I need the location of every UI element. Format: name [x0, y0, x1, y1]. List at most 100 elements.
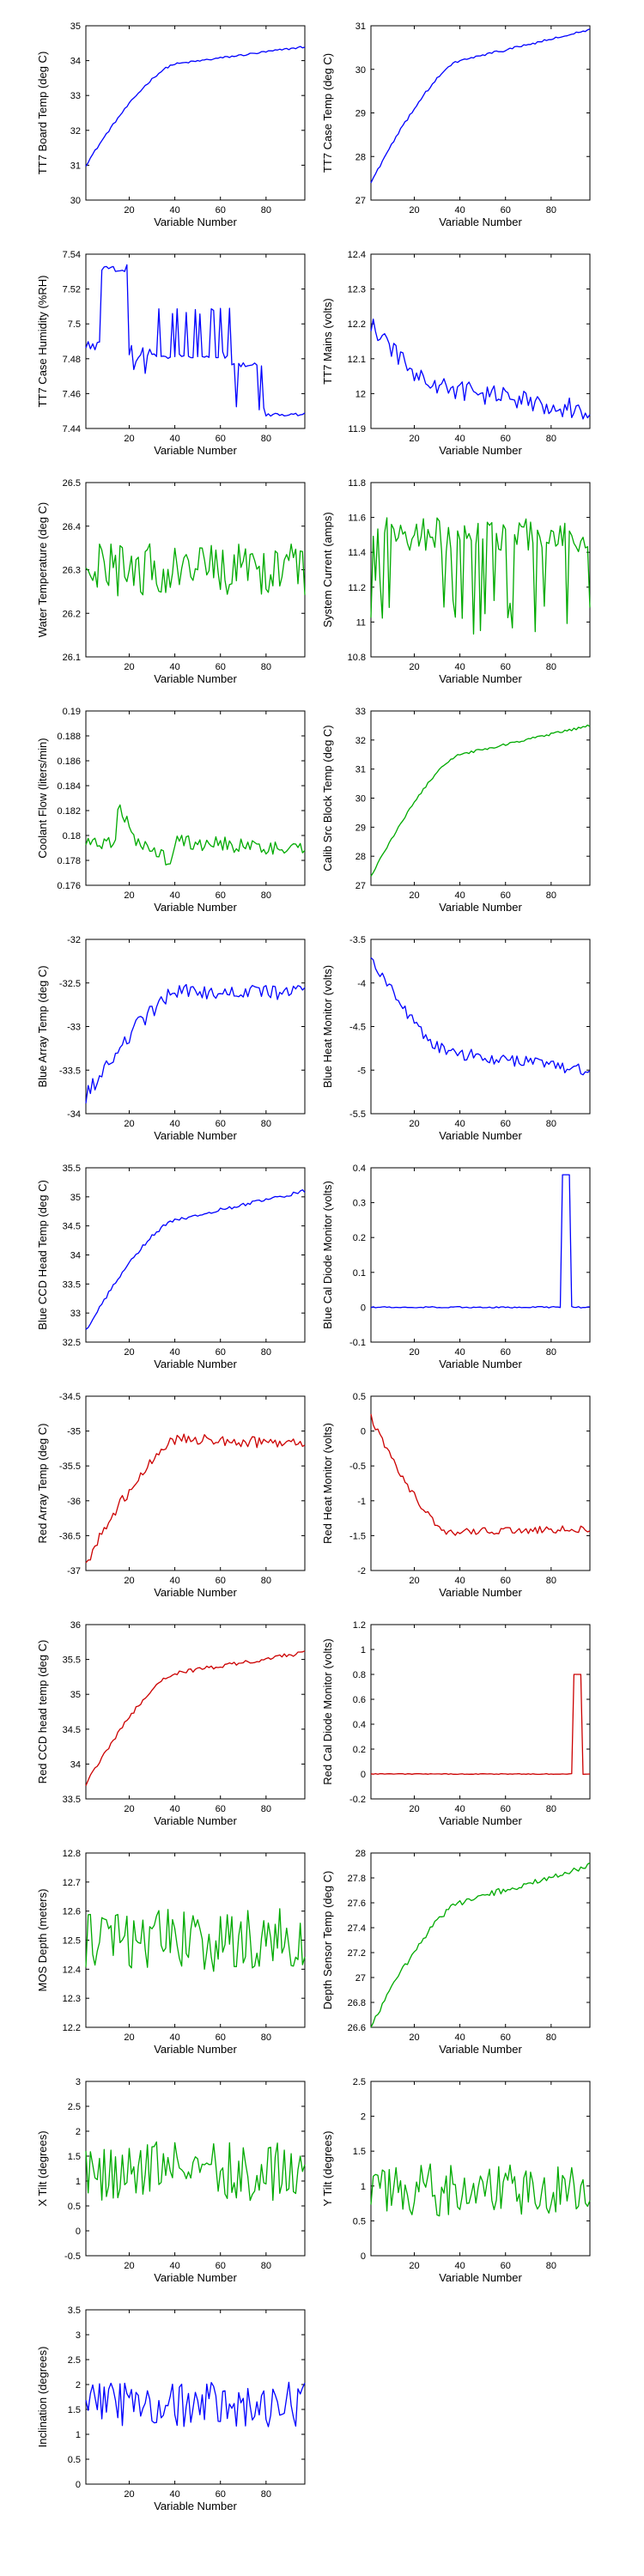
y-tick-label: 12.3	[348, 285, 366, 295]
y-tick-label: 12.2	[63, 2023, 81, 2033]
x-tick-label: 20	[409, 662, 419, 672]
chart-panel: 26.1 26.2 26.3 26.4 26.5 20 40 60 80 Variable Num…	[36, 478, 306, 685]
y-tick-label: 30	[355, 794, 366, 805]
y-tick-label: 2	[76, 2127, 81, 2137]
x-tick-label: 20	[124, 890, 134, 901]
y-tick-label: 7.46	[63, 389, 81, 399]
y-tick-label: 26.8	[348, 1998, 366, 2008]
y-tick-label: 0	[361, 1427, 366, 1437]
series-line	[370, 724, 591, 877]
x-axis-label: Variable Number	[439, 1814, 522, 1827]
y-tick-label: 11.9	[348, 424, 366, 434]
x-tick-label: 60	[501, 1119, 511, 1129]
chart-panel: -5.5 -5 -4.5 -4 -3.5 20 40 60 80 Variable Number B…	[321, 935, 591, 1142]
plot-frame	[370, 1624, 591, 1800]
y-tick-label: 0	[361, 1770, 366, 1780]
x-tick-label: 60	[501, 890, 511, 901]
chart-panel: 27 28 29 30 31 20 40 60 80 Variable Number TT7 Cas…	[321, 21, 591, 228]
x-tick-label: 40	[454, 890, 465, 901]
y-tick-label: 10.8	[348, 653, 366, 663]
y-tick-label: 7.54	[63, 250, 81, 260]
series-line	[85, 2381, 306, 2427]
y-tick-label: -34	[67, 1109, 81, 1120]
y-tick-label: 11.2	[348, 583, 366, 593]
x-tick-label: 40	[454, 1576, 465, 1586]
x-tick-label: 40	[454, 2261, 465, 2271]
x-tick-label: 80	[261, 1119, 271, 1129]
x-tick-label: 40	[454, 1804, 465, 1814]
y-tick-label: 12.3	[63, 1994, 81, 2004]
x-axis-label: Variable Number	[154, 2271, 237, 2284]
y-tick-label: 0	[361, 2251, 366, 2262]
y-tick-label: 34.5	[63, 1222, 81, 1232]
x-tick-label: 60	[216, 890, 226, 901]
y-axis-label: Red Heat Monitor (volts)	[321, 1423, 334, 1544]
chart-panel: -37 -36.5 -36 -35.5 -35 -34.5 20 40 60 80 Variable…	[36, 1392, 306, 1599]
x-tick-label: 80	[261, 1804, 271, 1814]
plot-frame	[85, 253, 306, 429]
x-tick-label: 20	[124, 205, 134, 216]
y-tick-label: 0.2	[353, 1233, 366, 1243]
y-tick-label: -1.5	[349, 1531, 366, 1541]
x-tick-label: 40	[454, 434, 465, 444]
x-tick-label: 60	[501, 662, 511, 672]
x-tick-label: 80	[261, 2032, 271, 2043]
x-tick-label: 20	[409, 434, 419, 444]
x-tick-label: 60	[216, 2261, 226, 2271]
y-tick-label: 0	[76, 2480, 81, 2490]
series-line	[85, 264, 306, 417]
x-tick-label: 20	[409, 2261, 419, 2271]
chart-panel: 26.6 26.8 27 27.2 27.4 27.6 27.8 28 20 40 60 80 Vari…	[321, 1849, 591, 2056]
y-axis-label: Blue CCD Head Temp (deg C)	[36, 1180, 49, 1330]
series-line	[85, 46, 306, 167]
y-tick-label: 30	[355, 65, 366, 76]
plot-frame	[370, 1167, 591, 1343]
plot-frame	[85, 1852, 306, 2028]
y-axis-label: Blue Cal Diode Monitor (volts)	[321, 1181, 334, 1329]
y-tick-label: 0.184	[57, 781, 81, 792]
x-axis-label: Variable Number	[154, 444, 237, 457]
y-tick-label: 26.3	[63, 566, 81, 576]
x-tick-label: 80	[546, 434, 556, 444]
y-tick-label: 12.5	[63, 1936, 81, 1947]
y-axis-label: Depth Sensor Temp (deg C)	[321, 1871, 334, 2010]
y-axis-label: Blue Array Temp (deg C)	[36, 965, 49, 1087]
plot-frame	[370, 710, 591, 886]
x-tick-label: 20	[409, 205, 419, 216]
y-tick-label: 1	[361, 1645, 366, 1656]
x-tick-label: 40	[169, 2032, 179, 2043]
chart-panel: 27 28 29 30 31 32 33 20 40 60 80 Variable Number Cal…	[321, 707, 591, 914]
x-tick-label: 60	[501, 434, 511, 444]
x-tick-label: 80	[546, 1804, 556, 1814]
y-axis-label: X Tilt (degrees)	[36, 2130, 49, 2206]
y-tick-label: 0.186	[57, 756, 81, 767]
x-tick-label: 60	[501, 2261, 511, 2271]
y-tick-label: 33.5	[63, 1279, 81, 1290]
y-tick-label: -37	[67, 1566, 81, 1577]
series-line	[370, 1674, 591, 1776]
x-axis-label: Variable Number	[439, 444, 522, 457]
x-axis-label: Variable Number	[439, 1129, 522, 1142]
y-tick-label: 27.6	[348, 1899, 366, 1909]
plot-frame	[370, 1852, 591, 2028]
x-tick-label: 80	[261, 434, 271, 444]
y-tick-label: -0.5	[64, 2251, 81, 2262]
chart-panel: 11.9 12 12.1 12.2 12.3 12.4 20 40 60 80 Variable N…	[321, 250, 591, 457]
y-tick-label: -4.5	[349, 1023, 366, 1033]
x-tick-label: 60	[501, 205, 511, 216]
y-tick-label: -0.2	[349, 1795, 366, 1805]
y-tick-label: 34.5	[63, 1725, 81, 1735]
x-tick-label: 80	[546, 1576, 556, 1586]
chart-panel: -34 -33.5 -33 -32.5 -32 20 40 60 80 Variable Numb…	[36, 935, 306, 1142]
x-tick-label: 20	[409, 2032, 419, 2043]
x-tick-label: 80	[546, 205, 556, 216]
y-tick-label: -2	[357, 1566, 366, 1577]
y-axis-label: TT7 Case Temp (deg C)	[321, 53, 334, 173]
y-tick-label: 26.5	[63, 478, 81, 489]
y-tick-label: 1	[76, 2177, 81, 2187]
y-tick-label: 0	[361, 1303, 366, 1313]
y-tick-label: -5	[357, 1066, 366, 1076]
series-line	[85, 1908, 306, 1972]
x-axis-label: Variable Number	[439, 2271, 522, 2284]
plot-frame	[370, 25, 591, 201]
